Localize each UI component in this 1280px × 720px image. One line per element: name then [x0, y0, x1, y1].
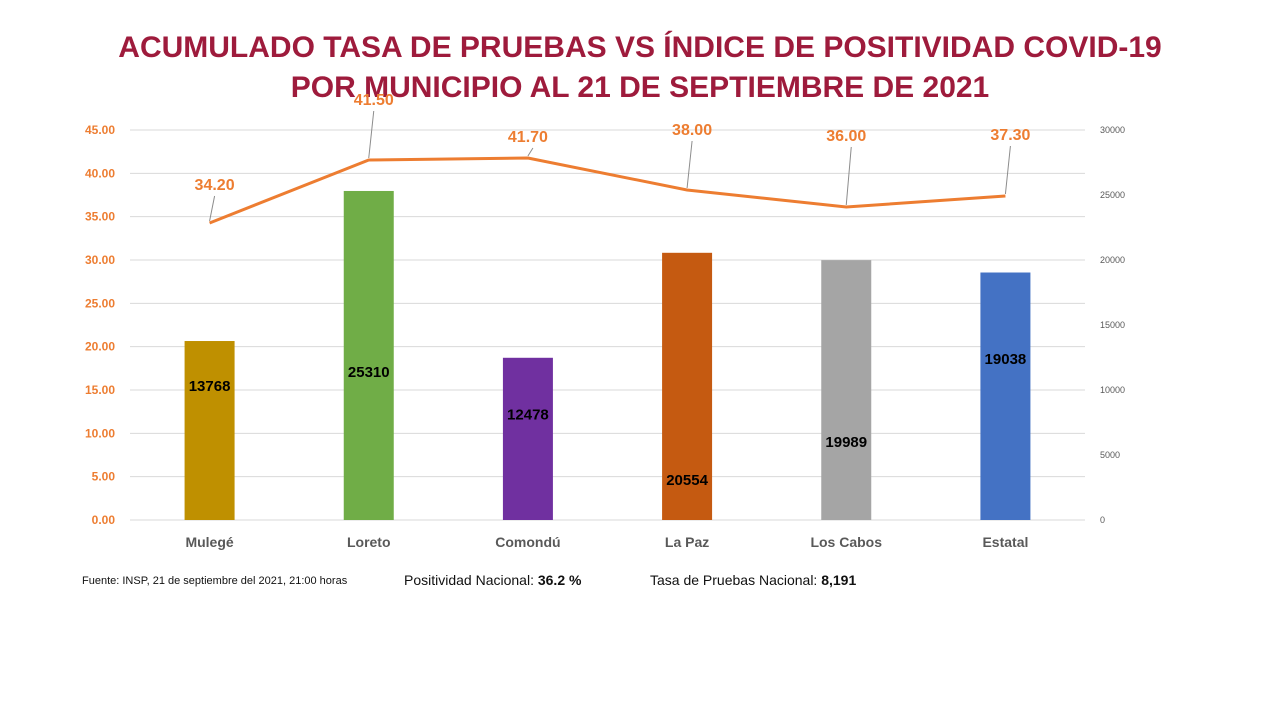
category-label: Comondú	[495, 534, 560, 550]
line-value-label: 36.00	[826, 128, 866, 145]
bar-loreto	[343, 190, 394, 520]
left-axis-tick-label: 20.00	[85, 340, 115, 354]
positivity-line	[209, 156, 1006, 225]
bar-comondú	[502, 357, 553, 520]
line-label-leader	[209, 195, 216, 222]
right-axis-tick-label: 25000	[1100, 190, 1125, 200]
line-label-leader	[368, 110, 375, 159]
line-value-label: 38.00	[672, 122, 712, 139]
source-note: Fuente: INSP, 21 de septiembre del 2021,…	[82, 575, 348, 587]
right-axis-tick-label: 15000	[1100, 320, 1125, 330]
national-positivity-value: 36.2 %	[537, 572, 582, 588]
bar-los-cabos	[821, 260, 872, 520]
line-label-leader	[845, 146, 852, 206]
bar-value-label: 19038	[985, 351, 1027, 368]
line-value-label: 41.50	[354, 92, 394, 109]
bar-mulegé	[184, 341, 235, 520]
bar-value-label: 19989	[825, 434, 867, 451]
left-axis-tick-label: 45.00	[85, 123, 115, 137]
right-axis-tick-label: 0	[1100, 515, 1105, 525]
left-axis-tick-label: 30.00	[85, 253, 115, 267]
left-axis-tick-label: 0.00	[92, 513, 116, 527]
bar-estatal	[980, 272, 1031, 520]
bar-value-label: 25310	[348, 364, 390, 381]
left-axis-tick-label: 5.00	[92, 470, 116, 484]
right-axis-tick-label: 30000	[1100, 125, 1125, 135]
line-value-label: 41.70	[508, 129, 548, 146]
category-label: Los Cabos	[810, 534, 882, 550]
national-test-rate-value: 8,191	[821, 572, 857, 588]
right-axis-tick-label: 5000	[1100, 450, 1120, 460]
left-axis-tick-label: 40.00	[85, 166, 115, 180]
left-axis-tick-label: 25.00	[85, 296, 115, 310]
national-test-rate: Tasa de Pruebas Nacional: 8,191	[650, 572, 856, 588]
left-axis-tick-label: 35.00	[85, 210, 115, 224]
bar-value-label: 12478	[507, 407, 549, 424]
line-value-label: 37.30	[990, 127, 1030, 144]
bar-la-paz	[662, 252, 713, 520]
line-label-leader	[686, 140, 693, 189]
bar-value-label: 20554	[666, 472, 708, 489]
bar-value-label: 13768	[189, 378, 231, 395]
national-positivity: Positividad Nacional: 36.2 %	[404, 572, 581, 588]
category-label: Loreto	[347, 534, 391, 550]
category-label: Mulegé	[185, 534, 233, 550]
right-axis-tick-label: 20000	[1100, 255, 1125, 265]
line-label-leader	[527, 147, 534, 157]
line-value-label: 34.20	[195, 177, 235, 194]
national-test-rate-label: Tasa de Pruebas Nacional:	[650, 572, 822, 588]
national-positivity-label: Positividad Nacional:	[404, 572, 538, 588]
right-axis-tick-label: 10000	[1100, 385, 1125, 395]
left-axis-tick-label: 15.00	[85, 383, 115, 397]
chart-title-line-2: POR MUNICIPIO AL 21 DE SEPTIEMBRE DE 202…	[290, 71, 990, 104]
category-label: La Paz	[665, 534, 709, 550]
left-axis-tick-label: 10.00	[85, 426, 115, 440]
category-label: Estatal	[982, 534, 1028, 550]
chart-title-line-1: ACUMULADO TASA DE PRUEBAS VS ÍNDICE DE P…	[118, 31, 1162, 64]
line-label-leader	[1004, 145, 1011, 195]
